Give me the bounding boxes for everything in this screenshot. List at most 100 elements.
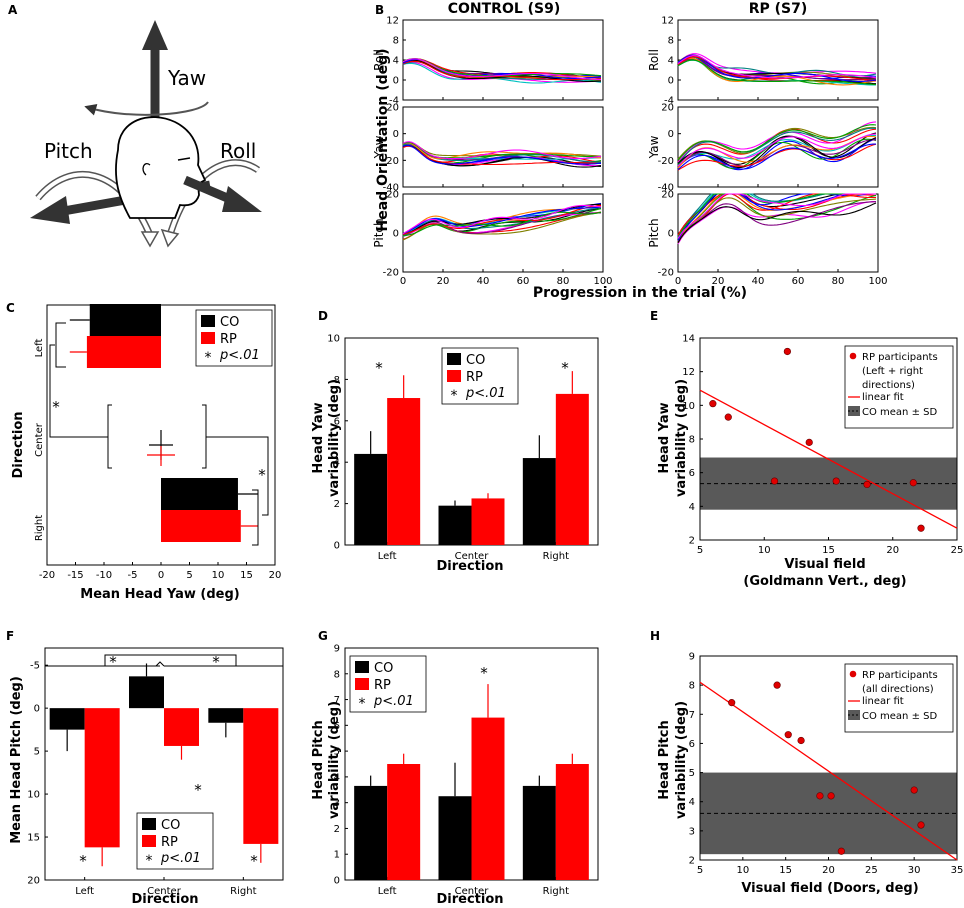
rp-title: RP (S7) bbox=[749, 1, 808, 17]
panel-f-legend-co-label: CO bbox=[161, 818, 180, 833]
panelF-bar-rp bbox=[84, 708, 120, 848]
panel-b-ytick-label: -20 bbox=[658, 156, 674, 167]
panelE-ytick-label: 4 bbox=[689, 502, 695, 513]
panel-label-d: D bbox=[318, 309, 328, 323]
panel-b-xtick-label: 40 bbox=[477, 276, 490, 287]
panel-b-axes-box bbox=[677, 19, 879, 101]
panel-b-xtick-label: 80 bbox=[557, 276, 570, 287]
panel-h-chart: Head Pitch variability (deg) Visual fiel… bbox=[657, 652, 963, 897]
panel-b-row-label: Yaw bbox=[647, 135, 661, 159]
panel-b-trace bbox=[677, 54, 877, 82]
panel-b-axes-box bbox=[402, 19, 604, 101]
panel-b-trace bbox=[677, 133, 877, 167]
panel-b-trace bbox=[677, 200, 877, 245]
yaw-label: Yaw bbox=[167, 66, 206, 90]
roll-arrow-shaft bbox=[183, 175, 234, 205]
pitch-label: Pitch bbox=[44, 139, 93, 163]
panel-b-trace bbox=[402, 211, 602, 237]
panel-b-ytick-label: -20 bbox=[658, 268, 674, 279]
panel-b-row-label: Yaw bbox=[372, 135, 386, 159]
panelF-bar-co bbox=[208, 708, 244, 723]
panelG-xtick-label: Right bbox=[543, 886, 569, 897]
panel-d-sig-star: * bbox=[375, 359, 383, 377]
panel-b-row-label: Pitch bbox=[372, 218, 386, 247]
panel-f-legend-rp-label: RP bbox=[161, 835, 178, 850]
panelG-ytick-label: 8 bbox=[334, 669, 340, 680]
panelG-ytick-label: 9 bbox=[334, 644, 340, 655]
panelH-ytick-label: 2 bbox=[689, 856, 695, 867]
panel-g-chart: Head Pitch variability (deg) Direction 0… bbox=[311, 644, 599, 907]
panelE-ytick-label: 2 bbox=[689, 536, 695, 547]
panel-c-bar-co bbox=[161, 478, 238, 510]
panel-b-trace bbox=[402, 204, 602, 236]
panel-b-trace bbox=[402, 58, 602, 81]
panelH-ytick-label: 7 bbox=[689, 710, 695, 721]
panelH-data-point bbox=[910, 786, 918, 794]
panelD-xtick-label: Left bbox=[378, 551, 397, 562]
panel-b-xtick-label: 20 bbox=[437, 276, 450, 287]
panel-g-sig-star: * bbox=[480, 664, 488, 682]
panel-e-xlabel2: (Goldmann Vert., deg) bbox=[743, 574, 906, 589]
panelG-bar-rp bbox=[471, 717, 505, 880]
panelG-xtick-label: Center bbox=[455, 886, 490, 897]
panel-label-b: B bbox=[375, 3, 384, 17]
panel-label-h: H bbox=[650, 629, 660, 643]
panel-b-trace bbox=[677, 55, 877, 79]
panel-b-trace bbox=[677, 124, 877, 161]
panelD-bar-rp bbox=[387, 398, 421, 545]
panel-c-sig-bracket bbox=[252, 489, 259, 546]
panelH-xtick-label: 15 bbox=[779, 865, 792, 876]
panelD-ytick-label: 6 bbox=[334, 416, 340, 427]
panelH-fit-line bbox=[699, 681, 958, 861]
panelD-ytick-label: 10 bbox=[327, 334, 340, 345]
panel-label-e: E bbox=[650, 309, 658, 323]
panel-f-sig-star: * bbox=[212, 653, 220, 671]
panelH-ytick-label: 8 bbox=[689, 681, 695, 692]
panelE-xtick-label: 10 bbox=[758, 545, 771, 556]
panel-c-xtick-label: -15 bbox=[67, 570, 83, 581]
panel-f-sig-star: * bbox=[109, 653, 117, 671]
panelE-xtick-label: 25 bbox=[951, 545, 964, 556]
panel-g-legend-rp-label: RP bbox=[374, 678, 391, 693]
panelE-data-point bbox=[770, 477, 779, 485]
panelE-xtick-label: 20 bbox=[886, 545, 899, 556]
panel-b-ytick-label: 4 bbox=[393, 56, 399, 67]
panel-b-ytick-label: 20 bbox=[661, 103, 674, 114]
panelD-ytick-label: 2 bbox=[334, 499, 340, 510]
panel-c-xtick-label: 15 bbox=[240, 570, 253, 581]
panelH-ytick-label: 9 bbox=[689, 652, 695, 663]
panelH-xtick-label: 5 bbox=[697, 865, 703, 876]
panel-b-xtick-label: 80 bbox=[832, 276, 845, 287]
panelE-legend-point-marker bbox=[849, 352, 857, 360]
panel-b-ytick-label: -40 bbox=[658, 183, 674, 194]
panelE-legend-band-label: CO mean ± SD bbox=[862, 407, 937, 418]
panel-b-xtick-label: 100 bbox=[868, 276, 887, 287]
panel-b-ytick-label: 8 bbox=[668, 36, 674, 47]
panel-b-trace bbox=[677, 143, 877, 171]
panel-b-xtick-label: 0 bbox=[400, 276, 406, 287]
panel-b-ytick-label: 12 bbox=[661, 16, 674, 27]
panelF-bar-co bbox=[129, 676, 164, 709]
panel-c-xtick-label: 0 bbox=[158, 570, 164, 581]
panel-f-sig-bracket bbox=[164, 665, 284, 676]
panel-b-trace bbox=[677, 193, 877, 242]
panelE-data-point bbox=[917, 524, 925, 532]
panelD-ytick-label: 0 bbox=[334, 541, 340, 552]
panelH-ytick-label: 5 bbox=[689, 768, 695, 779]
panel-b-ytick-label: 0 bbox=[393, 129, 399, 140]
panel-b-axes-box bbox=[402, 193, 604, 273]
panel-c-sig-star: * bbox=[52, 398, 60, 416]
panel-b-ytick-label: -20 bbox=[383, 156, 399, 167]
panel-g-ylabel-2: variability (deg) bbox=[327, 701, 342, 819]
panelG-bar-co bbox=[354, 785, 388, 880]
panelG-ytick-label: 4 bbox=[334, 772, 340, 783]
panel-label-g: G bbox=[318, 629, 328, 643]
panel-d-legend-rp-swatch bbox=[447, 370, 461, 382]
panelE-data-point bbox=[805, 438, 813, 446]
panel-f-legend-sig-star: * bbox=[146, 853, 153, 869]
panel-b-xtick-label: 40 bbox=[752, 276, 765, 287]
panelG-ytick-label: 6 bbox=[334, 721, 340, 732]
panel-c-legend-co-label: CO bbox=[220, 315, 239, 330]
panel-e-xlabel: Visual field bbox=[784, 557, 865, 572]
panelG-xtick-label: Left bbox=[378, 886, 397, 897]
